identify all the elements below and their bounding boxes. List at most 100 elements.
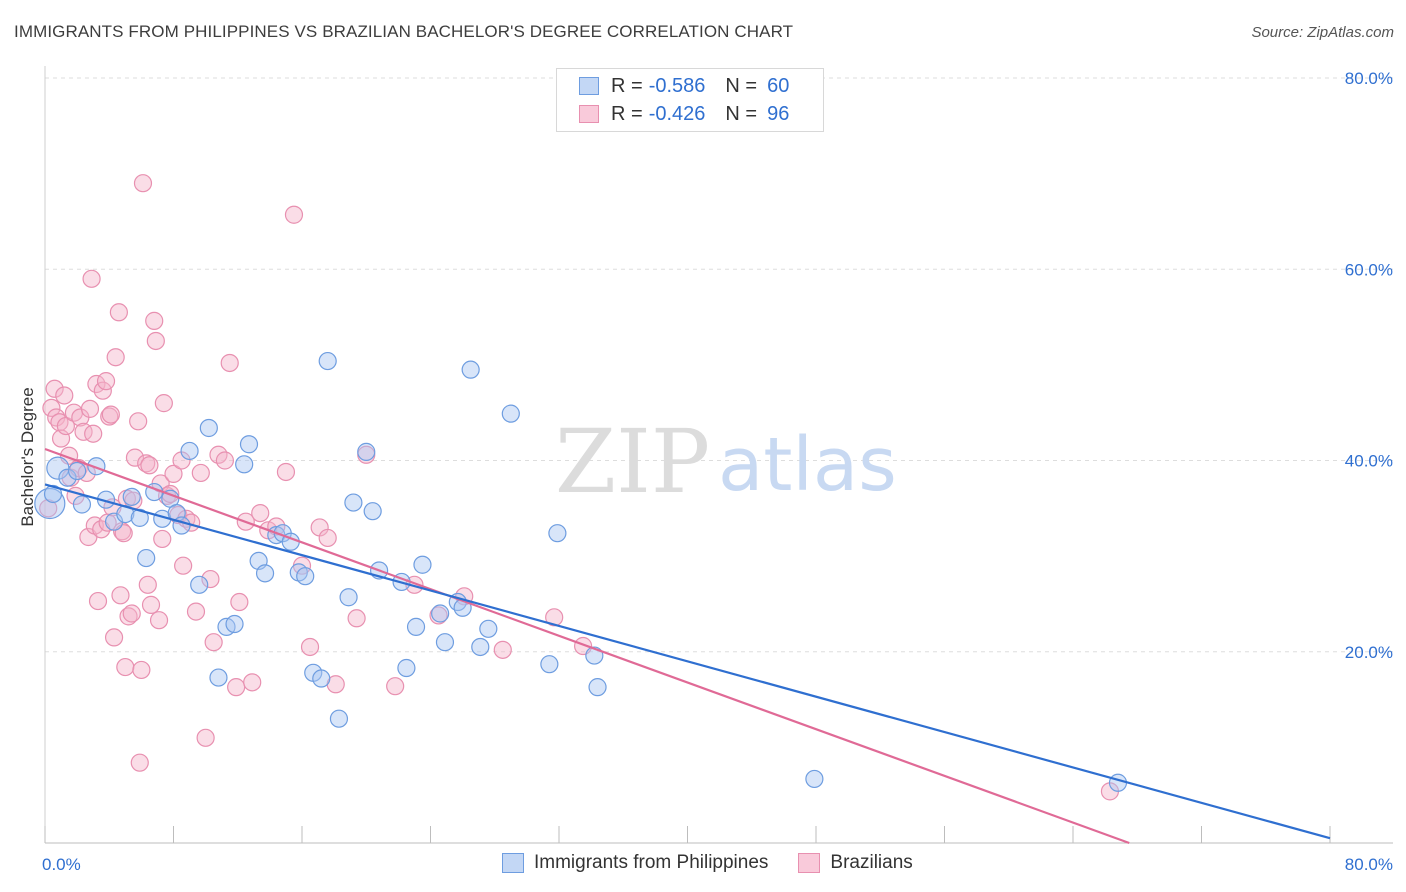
- data-point-brazilians: [111, 586, 130, 605]
- data-point-brazilians: [145, 311, 164, 330]
- data-point-brazilians: [104, 628, 124, 647]
- data-point-brazilians: [138, 575, 157, 594]
- y-tick-label: 60.0%: [1345, 260, 1393, 279]
- source-label: Source: ZipAtlas.com: [1251, 24, 1394, 41]
- data-point-brazilians: [220, 353, 239, 373]
- data-point-philippines: [397, 658, 416, 678]
- data-point-brazilians: [545, 608, 564, 627]
- data-point-brazilians: [132, 660, 151, 680]
- watermark-zip: ZIP: [555, 410, 710, 513]
- data-point-brazilians: [215, 451, 234, 470]
- data-point-brazilians: [133, 174, 153, 193]
- data-point-philippines: [58, 468, 77, 487]
- data-point-brazilians: [93, 381, 112, 400]
- bottom-legend-philippines: Immigrants from Philippines: [502, 852, 768, 874]
- legend-r-label: R =: [611, 102, 643, 125]
- data-point-brazilians: [186, 602, 206, 621]
- y-tick-label: 40.0%: [1345, 452, 1393, 471]
- data-point-brazilians: [82, 269, 101, 288]
- bottom-legend-label-philippines: Immigrants from Philippines: [534, 852, 769, 873]
- data-point-philippines: [363, 502, 382, 521]
- data-point-philippines: [87, 457, 106, 476]
- data-point-philippines: [339, 588, 358, 607]
- data-point-brazilians: [137, 454, 156, 473]
- legend-n-label: N =: [725, 102, 758, 125]
- data-point-philippines: [461, 360, 480, 379]
- data-point-philippines: [68, 461, 87, 481]
- data-point-philippines: [296, 567, 315, 586]
- data-point-philippines: [180, 441, 199, 461]
- data-point-brazilians: [141, 595, 161, 614]
- legend-n-value: 96: [767, 102, 790, 125]
- trend-line-philippines: [44, 483, 1331, 840]
- x-tick-labels: 0.0% 80.0%: [42, 855, 1393, 874]
- data-point-philippines: [435, 633, 455, 652]
- x-tick-label: 0.0%: [42, 855, 81, 874]
- data-point-philippines: [406, 617, 426, 636]
- y-tick-labels: 20.0% 40.0% 60.0% 80.0%: [1345, 69, 1393, 662]
- data-point-brazilians: [386, 677, 405, 696]
- data-point-brazilians: [230, 592, 249, 612]
- bottom-legend-label-brazilians: Brazilians: [830, 852, 913, 873]
- data-point-philippines: [344, 493, 363, 512]
- data-point-brazilians: [251, 503, 270, 523]
- data-point-brazilians: [88, 591, 108, 611]
- data-point-brazilians: [56, 416, 75, 436]
- data-point-philippines: [137, 548, 156, 568]
- legend-r-value: -0.586: [648, 74, 706, 97]
- data-point-philippines: [431, 604, 450, 623]
- data-point-brazilians: [96, 372, 116, 391]
- axes: [44, 66, 1393, 844]
- data-point-philippines: [471, 637, 490, 657]
- legend-swatch-brazilians: [579, 105, 599, 123]
- data-point-brazilians: [55, 386, 74, 405]
- data-point-philippines: [1108, 773, 1128, 792]
- data-point-brazilians: [101, 405, 120, 424]
- y-tick-label: 20.0%: [1345, 643, 1393, 662]
- data-point-brazilians: [204, 633, 223, 652]
- bottom-legend-swatch-philippines: [502, 853, 524, 873]
- data-point-brazilians: [129, 412, 148, 431]
- data-point-brazilians: [119, 607, 138, 626]
- data-point-philippines: [312, 669, 331, 688]
- data-point-brazilians: [174, 556, 193, 575]
- data-point-philippines: [357, 442, 376, 461]
- data-point-philippines: [329, 709, 349, 728]
- y-tick-label: 80.0%: [1345, 69, 1393, 88]
- data-point-brazilians: [125, 448, 145, 467]
- data-point-brazilians: [284, 205, 304, 224]
- data-point-brazilians: [191, 463, 210, 483]
- data-point-philippines: [209, 668, 228, 687]
- data-point-brazilians: [84, 424, 103, 443]
- data-point-brazilians: [196, 728, 215, 747]
- data-point-philippines: [540, 655, 559, 674]
- data-point-philippines: [72, 495, 92, 514]
- data-point-brazilians: [140, 456, 159, 475]
- y-axis-title: Bachelor's Degree: [18, 387, 37, 526]
- data-point-brazilians: [80, 399, 100, 418]
- data-point-philippines: [190, 575, 209, 594]
- x-tick-label: 80.0%: [1345, 855, 1393, 874]
- data-point-brazilians: [122, 604, 141, 623]
- data-point-brazilians: [153, 529, 172, 549]
- legend-n-value: 60: [767, 74, 790, 97]
- data-point-brazilians: [109, 303, 128, 322]
- trend-line-brazilians: [44, 447, 1130, 845]
- data-point-philippines: [235, 455, 254, 474]
- data-point-brazilians: [493, 640, 512, 659]
- data-point-brazilians: [116, 657, 135, 677]
- data-point-brazilians: [146, 331, 165, 351]
- data-point-philippines: [122, 487, 141, 506]
- data-point-brazilians: [106, 348, 125, 367]
- data-point-brazilians: [227, 678, 246, 697]
- bottom-legend-swatch-brazilians: [798, 853, 821, 873]
- data-point-brazilians: [164, 464, 183, 483]
- chart-title: IMMIGRANTS FROM PHILIPPINES VS BRAZILIAN…: [14, 22, 794, 41]
- data-point-brazilians: [45, 379, 64, 398]
- legend: R = -0.586 N = 60 R = -0.426 N = 96: [556, 68, 824, 132]
- data-point-brazilians: [318, 528, 337, 548]
- data-point-philippines: [43, 484, 63, 504]
- data-point-brazilians: [276, 462, 296, 482]
- data-point-philippines: [479, 619, 498, 638]
